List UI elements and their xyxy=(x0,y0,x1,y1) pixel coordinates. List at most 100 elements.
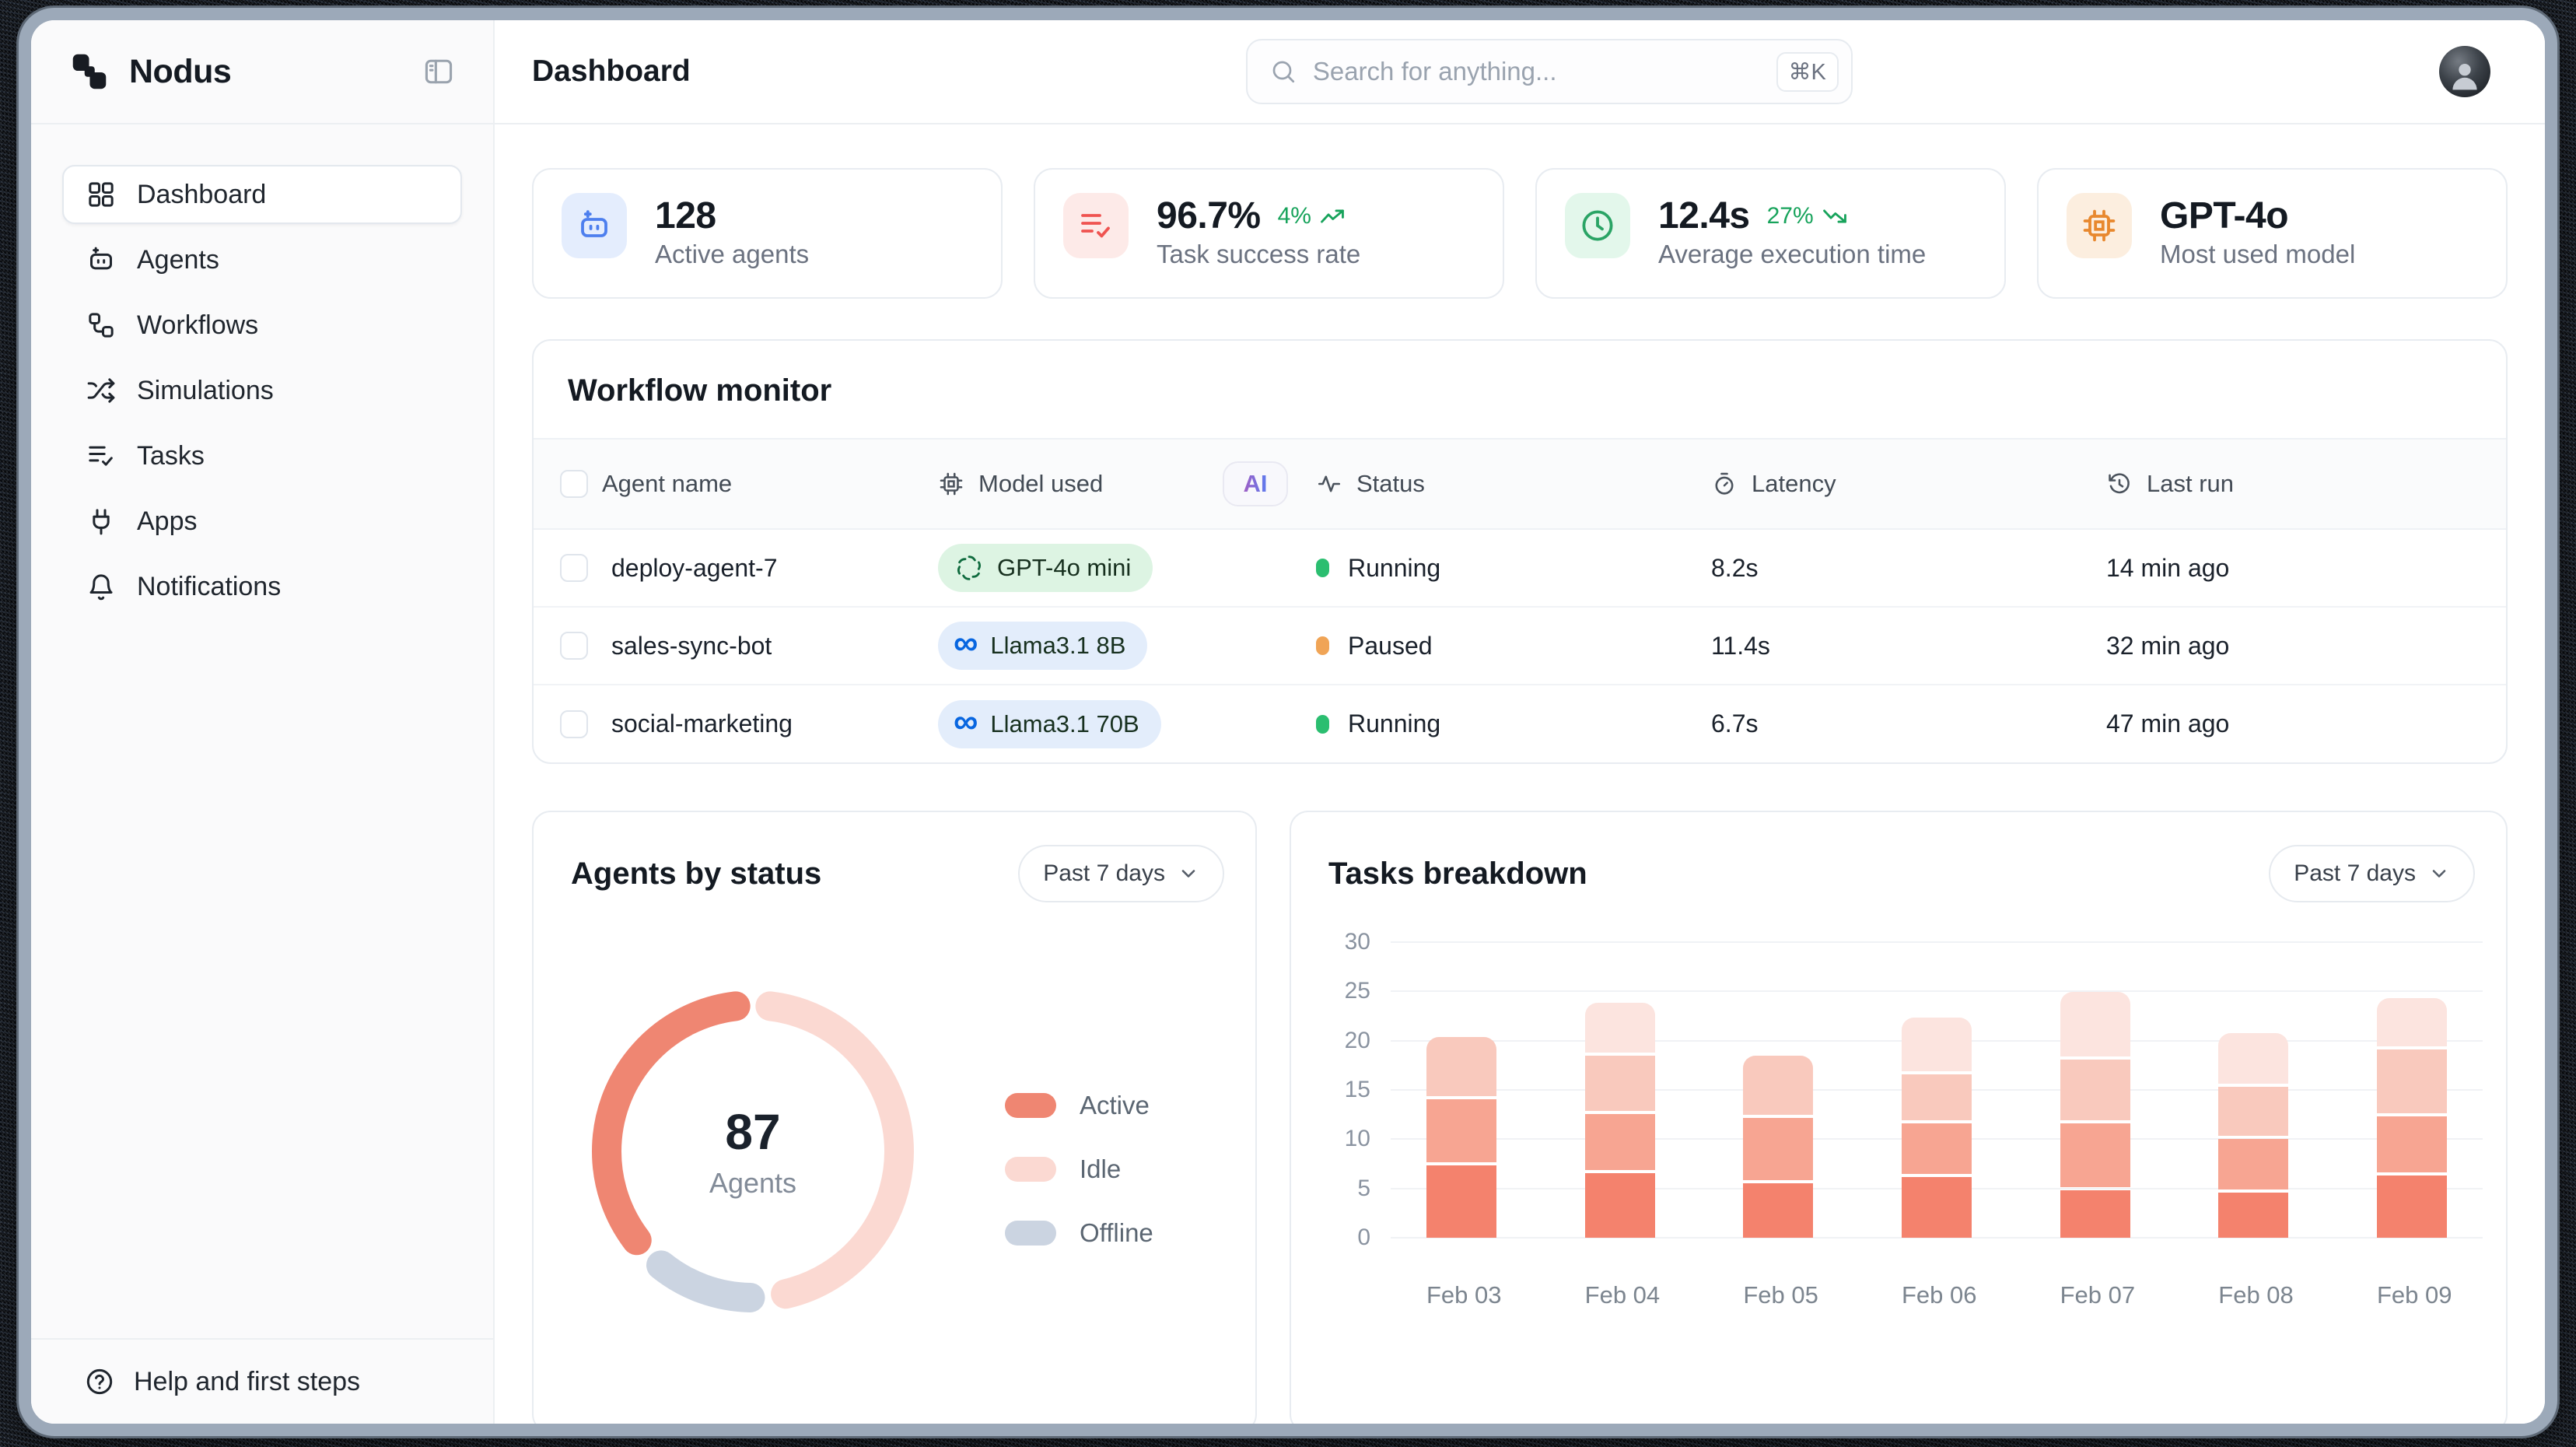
bar-segment-1 xyxy=(1426,1165,1496,1238)
bar-segment-4 xyxy=(2377,998,2447,1046)
column-header-status: Status xyxy=(1356,470,1425,498)
cpu-icon xyxy=(2067,193,2132,258)
x-axis-label: Feb 03 xyxy=(1426,1281,1496,1309)
table-row: sales-sync-bot ∞ Llama3.1 8B Paused 11.4… xyxy=(534,607,2506,685)
sidebar-item-agents[interactable]: Agents xyxy=(62,230,462,289)
chevron-down-icon xyxy=(1178,863,1199,885)
legend-item-offline: Offline xyxy=(1005,1218,1153,1248)
y-axis: 051015202530 xyxy=(1319,942,1370,1238)
y-axis-tick: 25 xyxy=(1319,978,1370,1004)
sidebar-item-dashboard[interactable]: Dashboard xyxy=(62,165,462,224)
bar-feb-09 xyxy=(2377,942,2447,1238)
ai-badge: AI xyxy=(1223,461,1288,506)
plug-icon xyxy=(86,506,117,537)
stat-label: Task success rate xyxy=(1157,240,1360,269)
legend-swatch xyxy=(1005,1221,1056,1246)
brand: Nodus xyxy=(67,49,231,94)
bell-icon xyxy=(86,571,117,602)
trend-badge: 27% xyxy=(1767,203,1848,229)
status-dot xyxy=(1316,559,1329,577)
sidebar-item-label: Dashboard xyxy=(137,180,266,210)
stat-value: 96.7% xyxy=(1157,194,1261,237)
legend-item-idle: Idle xyxy=(1005,1154,1153,1184)
workflow-table: Agent name Model used AI Status xyxy=(534,438,2506,762)
nodus-logo-icon xyxy=(67,49,112,94)
brand-name: Nodus xyxy=(129,53,231,91)
workflow-monitor-card: Workflow monitor Agent name Model used A… xyxy=(532,339,2508,764)
bar-segment-4 xyxy=(1902,1018,1972,1071)
stat-card-active-agents: 128 Active agents xyxy=(532,168,1003,299)
sidebar-item-workflows[interactable]: Workflows xyxy=(62,296,462,355)
range-dropdown[interactable]: Past 7 days xyxy=(1018,845,1224,902)
agents-by-status-card: Agents by status Past 7 days 87 Agents A… xyxy=(532,811,1257,1424)
sidebar-item-label: Agents xyxy=(137,245,219,275)
search-box[interactable]: ⌘K xyxy=(1246,39,1853,104)
tasks-breakdown-title: Tasks breakdown xyxy=(1328,857,1587,892)
stat-label: Most used model xyxy=(2160,240,2355,269)
agent-name: sales-sync-bot xyxy=(611,632,772,660)
stat-label: Active agents xyxy=(655,240,809,269)
row-checkbox[interactable] xyxy=(560,554,588,582)
trend-value: 27% xyxy=(1767,203,1814,229)
sidebar-item-label: Workflows xyxy=(137,310,258,341)
range-dropdown[interactable]: Past 7 days xyxy=(2269,845,2475,902)
stat-value: 128 xyxy=(655,194,716,237)
search-input[interactable] xyxy=(1313,57,1761,86)
y-axis-tick: 20 xyxy=(1319,1028,1370,1054)
select-all-checkbox[interactable] xyxy=(560,470,588,498)
shuffle-icon xyxy=(86,375,117,406)
bot-icon xyxy=(562,193,627,258)
agents-by-status-title: Agents by status xyxy=(571,857,821,892)
bar-feb-08 xyxy=(2218,942,2288,1238)
row-checkbox[interactable] xyxy=(560,632,588,660)
user-avatar[interactable] xyxy=(2439,46,2490,97)
latency-value: 11.4s xyxy=(1711,607,2106,685)
column-header-latency: Latency xyxy=(1752,470,1836,498)
workflow-nodes-icon xyxy=(86,310,117,341)
stat-card-most-used-model: GPT-4o Most used model xyxy=(2037,168,2508,299)
sidebar-item-help[interactable]: Help and first steps xyxy=(62,1366,462,1397)
x-axis-label: Feb 06 xyxy=(1902,1281,1972,1309)
bar-segment-3 xyxy=(2060,1060,2130,1119)
table-row: social-marketing ∞ Llama3.1 70B Running … xyxy=(534,685,2506,762)
y-axis-tick: 0 xyxy=(1319,1225,1370,1251)
sidebar-item-label: Simulations xyxy=(137,376,274,406)
model-name: Llama3.1 70B xyxy=(990,710,1139,738)
y-axis-tick: 15 xyxy=(1319,1077,1370,1103)
bar-segment-3 xyxy=(1426,1037,1496,1096)
bar-segment-2 xyxy=(1585,1114,1655,1170)
bar-segment-1 xyxy=(1585,1173,1655,1238)
trend-badge: 4% xyxy=(1278,203,1346,229)
last-run-value: 14 min ago xyxy=(2106,529,2506,607)
row-checkbox[interactable] xyxy=(560,710,588,738)
last-run-value: 32 min ago xyxy=(2106,607,2506,685)
bar-segment-1 xyxy=(2060,1190,2130,1238)
x-axis-label: Feb 08 xyxy=(2218,1281,2288,1309)
legend-label: Offline xyxy=(1080,1218,1153,1248)
bar-segment-2 xyxy=(2218,1139,2288,1190)
sidebar-item-notifications[interactable]: Notifications xyxy=(62,557,462,616)
table-header-row: Agent name Model used AI Status xyxy=(534,439,2506,529)
trend-down-icon xyxy=(1822,203,1848,229)
sidebar-item-apps[interactable]: Apps xyxy=(62,492,462,551)
range-label: Past 7 days xyxy=(2294,860,2416,887)
column-header-agent-name: Agent name xyxy=(602,470,732,498)
latency-value: 6.7s xyxy=(1711,685,2106,762)
sidebar-item-simulations[interactable]: Simulations xyxy=(62,361,462,420)
donut-center: 87 Agents xyxy=(582,980,924,1323)
stopwatch-icon xyxy=(1711,471,1738,497)
sidebar-toggle-icon[interactable] xyxy=(418,51,459,92)
bar-segment-1 xyxy=(2377,1175,2447,1238)
trend-value: 4% xyxy=(1278,203,1311,229)
bar-segment-1 xyxy=(1902,1177,1972,1238)
bar-plot xyxy=(1391,942,2483,1238)
sidebar: Nodus Dashboard Agents Workflows xyxy=(31,20,495,1424)
bar-segment-3 xyxy=(2218,1087,2288,1136)
bar-feb-05 xyxy=(1743,942,1813,1238)
sidebar-header: Nodus xyxy=(31,20,493,124)
search-icon xyxy=(1269,58,1297,86)
bar-segment-2 xyxy=(1426,1099,1496,1162)
column-header-model-used: Model used xyxy=(978,470,1103,498)
help-circle-icon xyxy=(84,1366,115,1397)
sidebar-item-tasks[interactable]: Tasks xyxy=(62,426,462,485)
